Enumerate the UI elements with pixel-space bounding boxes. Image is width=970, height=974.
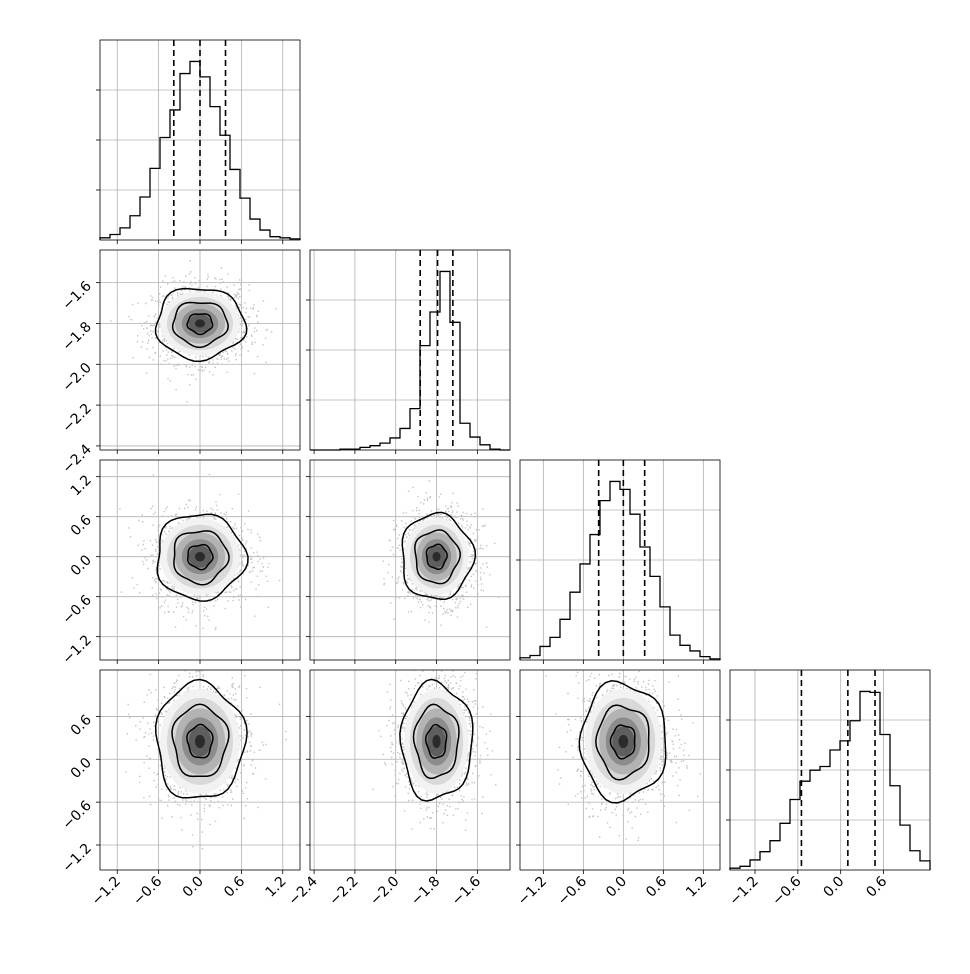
density-level-5 — [432, 551, 441, 562]
x-tick-label: −1.2 — [515, 874, 550, 909]
x-tick-label: 0.0 — [820, 874, 847, 901]
hist-frame-1 — [309, 249, 511, 451]
y-tick-label: −1.2 — [59, 841, 94, 876]
x-tick-label: 0.6 — [863, 873, 890, 900]
histogram-series-3 — [729, 690, 931, 870]
pair-plot-area — [100, 460, 300, 660]
contour-0 — [401, 511, 477, 601]
contour-1 — [412, 703, 460, 780]
contour-0 — [154, 678, 248, 799]
density-level-5 — [194, 734, 206, 749]
contour-0 — [156, 513, 249, 602]
y-tick-label: 0.6 — [68, 512, 95, 539]
y-tick-label: −1.8 — [59, 319, 94, 354]
histogram-series-1 — [310, 270, 510, 451]
contour-2 — [186, 313, 214, 336]
contour-1 — [171, 703, 230, 778]
contour-1 — [171, 301, 229, 349]
y-tick-label: 0.0 — [68, 552, 95, 579]
hist-panel-2 — [516, 460, 721, 660]
pair-panel-0-3 — [100, 670, 300, 870]
pair-plot-area — [100, 670, 300, 870]
pair-plot-area — [520, 670, 720, 870]
pair-frame-1-2 — [309, 459, 511, 661]
hist-panel-0 — [96, 40, 301, 240]
contour-0 — [578, 680, 667, 804]
hist-panel-3 — [726, 670, 931, 870]
density-level-5 — [618, 734, 629, 749]
x-tick-label: 0.6 — [643, 873, 670, 900]
x-tick-label: −0.6 — [769, 873, 804, 908]
y-tick-label: 0.0 — [68, 755, 95, 782]
y-tick-label: 0.6 — [68, 712, 95, 739]
hist-frame-2 — [519, 459, 721, 661]
y-tick-label: −1.6 — [59, 278, 94, 313]
pair-panel-1-2 — [310, 460, 510, 660]
density-level-5 — [432, 734, 441, 749]
contour-2 — [425, 543, 448, 570]
density-level-5 — [194, 551, 206, 562]
contour-2 — [424, 723, 448, 759]
pair-frame-2-3 — [519, 669, 721, 871]
x-tick-label: 0.0 — [603, 874, 630, 901]
x-tick-label: −1.8 — [408, 874, 443, 909]
x-tick-label: −1.2 — [726, 874, 761, 909]
pair-frame-1-3 — [309, 669, 511, 871]
x-tick-label: −1.2 — [89, 874, 124, 909]
x-tick-label: −2.2 — [326, 874, 361, 909]
x-tick-label: −2.4 — [286, 873, 321, 908]
x-tick-label: −2.0 — [367, 874, 402, 909]
x-tick-label: 1.2 — [683, 874, 710, 901]
x-tick-label: 0.0 — [180, 874, 207, 901]
x-tick-label: −0.6 — [555, 873, 590, 908]
y-tick-label: −0.6 — [59, 592, 94, 627]
y-tick-label: −2.2 — [59, 401, 94, 436]
y-tick-label: −0.6 — [59, 798, 94, 833]
pair-plot-area — [310, 670, 510, 870]
pair-panel-0-2 — [100, 460, 300, 660]
pair-panel-1-3 — [310, 670, 510, 870]
x-tick-label: −0.6 — [130, 873, 165, 908]
contour-2 — [187, 543, 214, 571]
pair-panel-2-3 — [520, 670, 720, 870]
contour-0 — [154, 287, 248, 363]
histogram-series-0 — [99, 60, 301, 240]
y-tick-label: −2.0 — [59, 360, 94, 395]
density-level-5 — [194, 319, 206, 328]
y-tick-label: −1.2 — [59, 632, 94, 667]
contour-1 — [414, 529, 461, 585]
contour-1 — [595, 704, 650, 781]
contour-2 — [186, 723, 214, 759]
y-tick-label: 1.2 — [68, 472, 95, 499]
contour-1 — [173, 530, 230, 586]
contour-2 — [609, 724, 636, 760]
x-tick-label: −1.6 — [449, 873, 484, 908]
y-tick-label: −2.4 — [59, 441, 94, 476]
pair-plot-area — [310, 460, 510, 660]
x-tick-label: 0.6 — [221, 873, 248, 900]
contour-0 — [399, 678, 474, 802]
pair-panel-0-1 — [100, 250, 300, 450]
pair-plot-area — [100, 250, 300, 450]
hist-frame-3 — [729, 669, 931, 871]
histogram-series-2 — [519, 480, 721, 660]
hist-panel-1 — [306, 250, 510, 451]
